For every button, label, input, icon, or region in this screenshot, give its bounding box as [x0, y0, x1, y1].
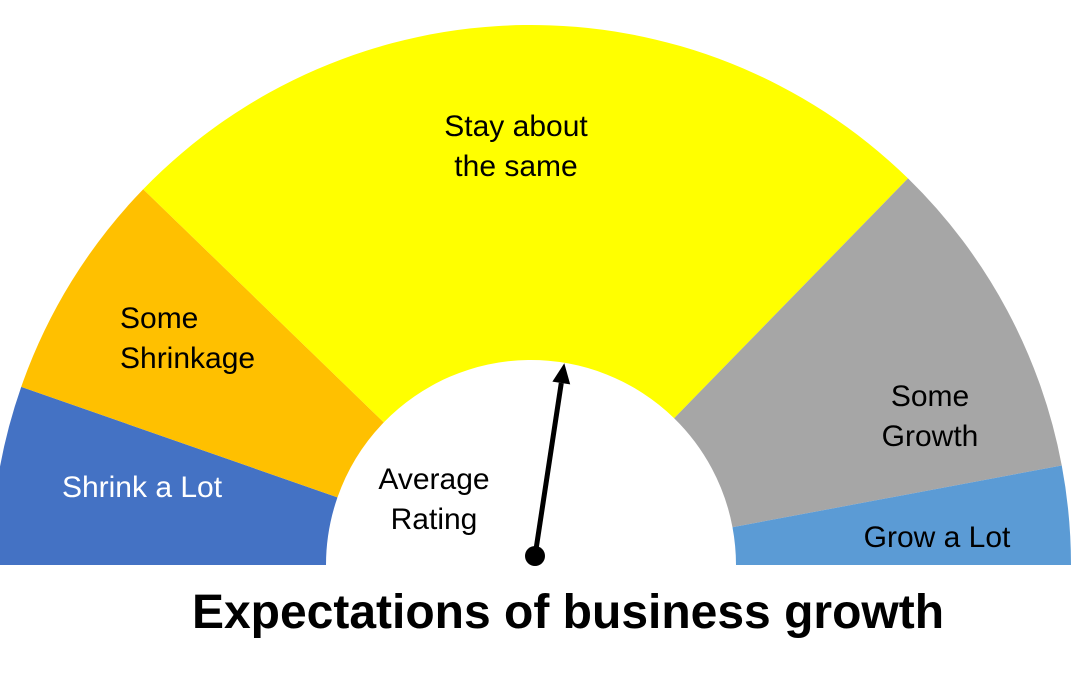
segment-some-growth	[674, 178, 1062, 528]
baseline-mask	[0, 565, 1080, 675]
segment-label-line: Some	[891, 380, 969, 413]
segment-label-grow-a-lot: Grow a Lot	[864, 521, 1011, 554]
segment-label-line: Stay about	[444, 110, 588, 143]
needle-arrowhead	[552, 363, 571, 385]
segment-label-line: the same	[454, 150, 577, 183]
segment-label-line: Shrink a Lot	[62, 471, 223, 504]
gauge-segment-labels: Shrink a Lot Some Shrinkage Stay about the s…	[62, 110, 1011, 554]
needle-shaft	[532, 382, 564, 557]
segment-label-line: Some	[120, 302, 198, 335]
needle-label: Average Rating	[378, 463, 489, 536]
segment-label-stay-about-the-same: Stay about the same	[444, 110, 588, 183]
gauge-segments	[0, 24, 1080, 675]
segment-stay-about-the-same	[143, 24, 909, 423]
segment-label-line: Grow a Lot	[864, 521, 1011, 554]
segment-label-some-growth: Some Growth	[882, 380, 979, 453]
gauge-needle	[525, 363, 571, 566]
segment-label-some-shrinkage: Some Shrinkage	[120, 302, 255, 375]
segment-grow-a-lot	[732, 465, 1071, 565]
needle-label-text: Average Rating	[378, 463, 489, 536]
segment-shrink-a-lot	[0, 386, 338, 565]
needle-pivot	[525, 546, 545, 566]
segment-label-line: Growth	[882, 420, 979, 453]
needle-label-line: Rating	[391, 503, 478, 536]
segment-label-line: Shrinkage	[120, 342, 255, 375]
chart-title: Expectations of business growth	[191, 586, 945, 639]
segment-label-shrink-a-lot: Shrink a Lot	[62, 471, 223, 504]
segment-some-shrinkage	[21, 189, 384, 498]
needle-label-line: Average	[378, 463, 489, 496]
